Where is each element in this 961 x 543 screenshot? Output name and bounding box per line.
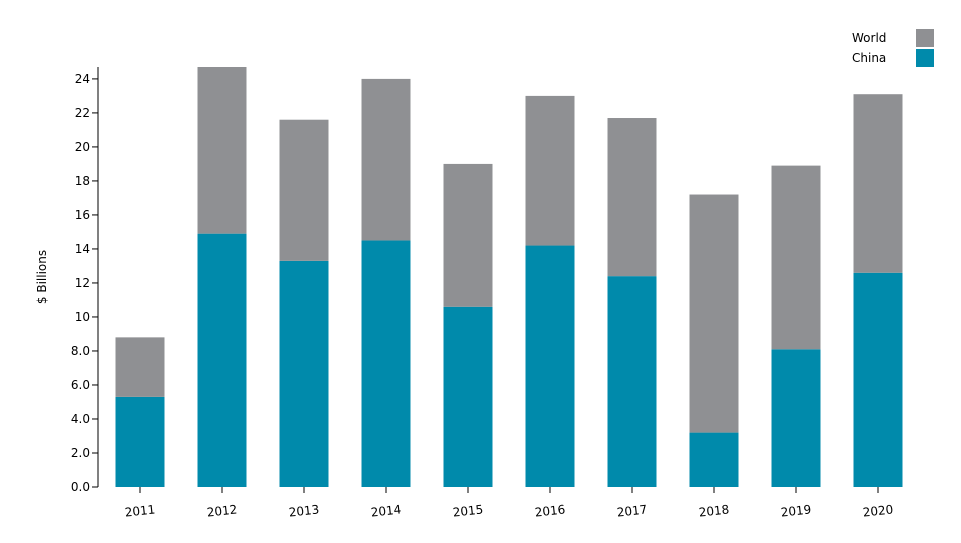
- y-tick-label: 8.0: [71, 344, 90, 358]
- bar-china-2011: [115, 396, 165, 487]
- legend-swatch-china: [916, 49, 934, 67]
- y-tick-label: 24: [75, 72, 90, 86]
- x-tick-label: 2013: [288, 502, 320, 519]
- bar-world-2012: [197, 67, 247, 234]
- bar-world-2016: [525, 95, 575, 246]
- x-tick-label: 2014: [370, 502, 402, 519]
- y-tick-label: 4.0: [71, 412, 90, 426]
- legend-label-world: World: [852, 31, 886, 45]
- bar-china-2018: [689, 432, 739, 487]
- legend-label-china: China: [852, 51, 886, 65]
- x-tick-label: 2016: [534, 502, 566, 519]
- bar-china-2016: [525, 245, 575, 487]
- bar-world-2018: [689, 194, 739, 433]
- y-tick-label: 2.0: [71, 446, 90, 460]
- bars-layer: [115, 67, 903, 487]
- y-tick-label: 20: [75, 140, 90, 154]
- bar-china-2012: [197, 233, 247, 487]
- bar-world-2020: [853, 94, 903, 273]
- y-tick-label: 12: [75, 276, 90, 290]
- y-axis: 0.0 2.0 4.0 6.0 8.0 10 12 14 16 18 20 22 24: [71, 67, 99, 494]
- y-tick-label: 6.0: [71, 378, 90, 392]
- x-tick-label: 2020: [862, 502, 894, 519]
- y-tick-label: 22: [75, 106, 90, 120]
- x-tick-label: 2019: [780, 502, 812, 519]
- bar-china-2015: [443, 306, 493, 487]
- x-tick-label: 2011: [124, 502, 156, 519]
- y-tick-label: 18: [75, 174, 90, 188]
- x-tick-label: 2018: [698, 502, 730, 519]
- y-tick-label: 0.0: [71, 480, 90, 494]
- bar-world-2017: [607, 118, 657, 277]
- bar-china-2020: [853, 272, 903, 487]
- bar-world-2014: [361, 78, 411, 241]
- bar-world-2013: [279, 119, 329, 261]
- x-axis: 2011 2012 2013 2014 2015 2016 2017 2018 2019 2020: [124, 487, 894, 520]
- y-tick-label: 14: [75, 242, 90, 256]
- legend-swatch-world: [916, 29, 934, 47]
- y-tick-label: 10: [75, 310, 90, 324]
- bar-world-2019: [771, 165, 821, 350]
- bar-world-2015: [443, 163, 493, 307]
- legend: World China: [852, 29, 934, 67]
- y-axis-title: $ Billions: [35, 250, 49, 304]
- bar-china-2014: [361, 240, 411, 487]
- bar-world-2011: [115, 337, 165, 397]
- x-tick-label: 2017: [616, 502, 648, 519]
- bar-china-2017: [607, 276, 657, 487]
- x-tick-label: 2015: [452, 502, 484, 519]
- bar-china-2013: [279, 260, 329, 487]
- x-tick-label: 2012: [206, 502, 238, 519]
- bar-china-2019: [771, 349, 821, 487]
- y-tick-label: 16: [75, 208, 90, 222]
